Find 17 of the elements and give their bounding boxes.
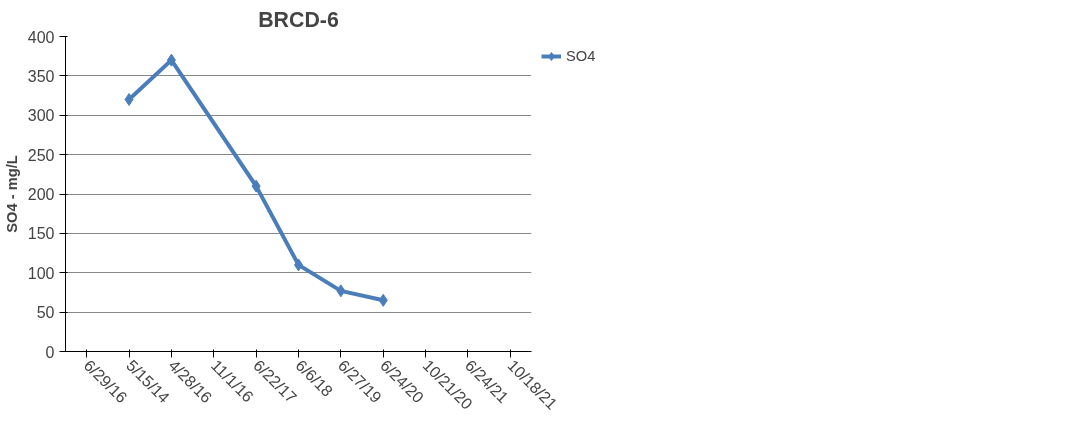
y-tick-label: 400 — [27, 28, 55, 46]
point — [124, 93, 134, 106]
chart-title: BRCD-6 — [258, 7, 339, 32]
y-axis-title: SO4 - mg/L — [3, 155, 20, 233]
y-tick-label: 350 — [27, 67, 55, 85]
y-tick-label: 150 — [27, 225, 55, 243]
y-tick-label: 250 — [27, 146, 55, 164]
point — [336, 284, 346, 298]
y-tick-label: 0 — [45, 343, 55, 361]
y-tick-label: 200 — [27, 186, 55, 203]
y-tick-label: 100 — [27, 264, 55, 282]
legend-label: SO4 — [566, 48, 596, 64]
point — [378, 293, 388, 307]
y-tick-label: 300 — [27, 107, 55, 125]
point — [251, 179, 261, 193]
y-tick-label: 50 — [36, 304, 55, 322]
point — [166, 53, 176, 67]
